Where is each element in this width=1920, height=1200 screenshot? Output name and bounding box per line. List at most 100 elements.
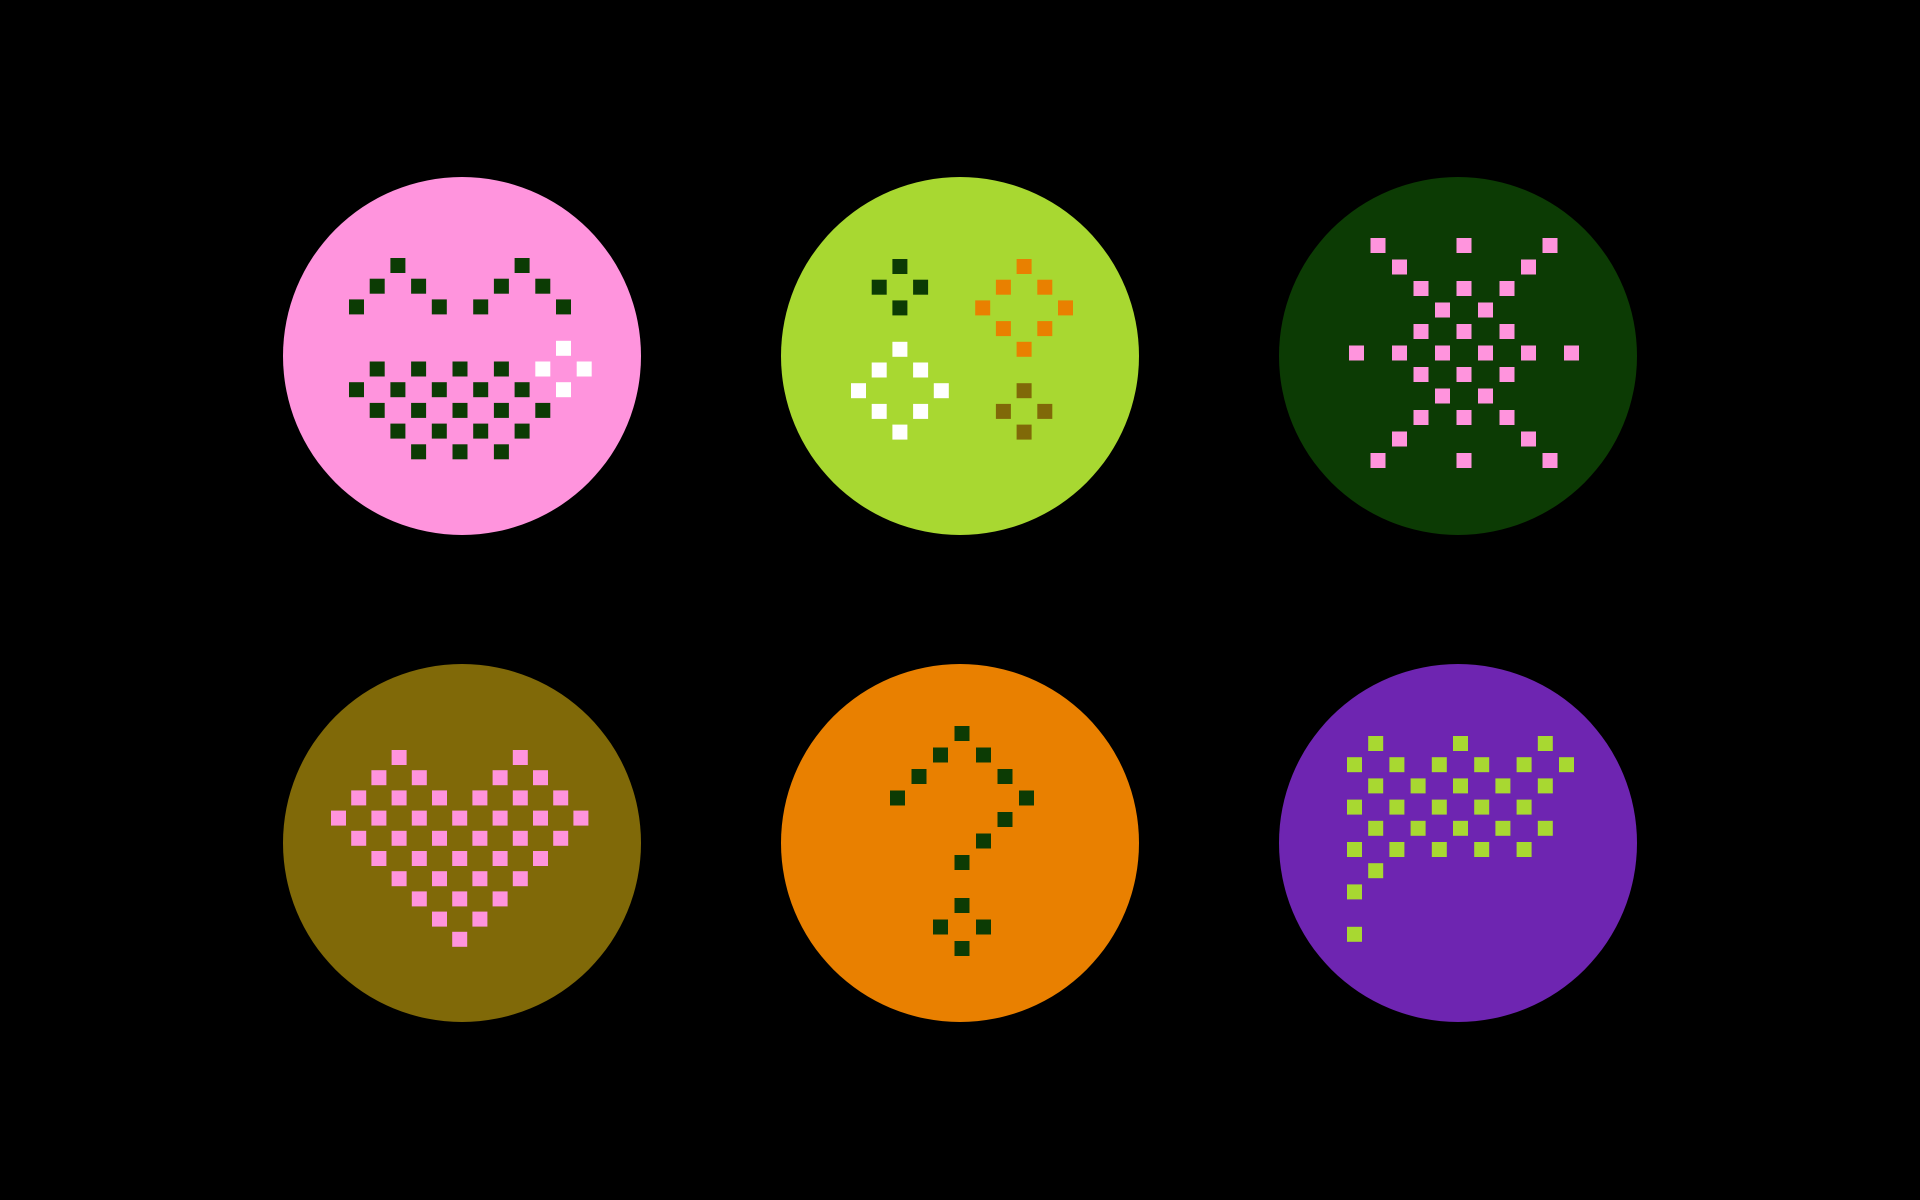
pixel-cell	[1478, 302, 1493, 318]
pixel-cell	[411, 444, 427, 460]
pixel-cell	[1537, 778, 1553, 794]
pixel-cell	[1413, 367, 1429, 382]
pixel-cell	[1058, 300, 1073, 316]
pixel-cell	[1495, 778, 1511, 794]
pixel-cell	[390, 382, 406, 398]
pixel-cell	[975, 300, 991, 316]
pixel-cell	[411, 891, 427, 907]
pixel-cell	[411, 402, 427, 418]
pixel-cell	[1456, 453, 1472, 468]
pixel-cell	[472, 911, 488, 927]
pixel-cell	[1368, 863, 1384, 879]
pixel-cell	[391, 790, 407, 806]
pixel-cell	[1347, 926, 1362, 942]
pixel-cell	[1413, 281, 1429, 296]
pixel-cell	[976, 919, 991, 935]
pixel-cell	[892, 424, 908, 440]
pixel-cell	[1453, 778, 1468, 794]
pixel-cell	[913, 279, 929, 295]
pixel-cell	[556, 382, 571, 398]
pixel-cell	[432, 871, 447, 887]
pixel-cell	[452, 402, 468, 418]
pixel-cell	[556, 340, 571, 356]
pixel-cell	[553, 790, 569, 806]
pixel-cell	[1521, 431, 1536, 447]
pixel-cell	[1499, 281, 1515, 296]
pixel-cell	[871, 403, 887, 419]
pixel-cell	[431, 299, 447, 315]
pixel-cell	[492, 810, 508, 826]
pixel-cell	[1474, 842, 1490, 857]
pixel-cell	[512, 750, 528, 765]
pixel-cell	[391, 830, 407, 846]
pixel-cell	[1542, 238, 1558, 253]
pixel-cell	[1370, 238, 1386, 253]
pixel-cell	[954, 726, 970, 741]
pixel-cell	[1559, 757, 1574, 773]
pixel-cell	[1392, 431, 1407, 447]
pixel-cell	[995, 403, 1011, 419]
pixel-cell	[1564, 345, 1579, 361]
pixel-cell	[493, 278, 509, 294]
pixel-cell	[892, 341, 908, 357]
pixel-cell	[452, 444, 468, 460]
pixel-cell	[1456, 238, 1472, 253]
pixel-cell	[1413, 324, 1429, 339]
pixel-cell	[512, 830, 528, 846]
pixel-cell	[576, 361, 592, 377]
pixel-cell	[1347, 799, 1362, 815]
pixel-cell	[371, 810, 387, 826]
pixel-cell	[976, 833, 991, 849]
pixel-cell	[1413, 410, 1429, 425]
pixel-cell	[1349, 345, 1364, 361]
pixel-cell	[1389, 842, 1405, 857]
pixel-cell	[1474, 799, 1490, 815]
pixel-cell	[535, 402, 551, 418]
flag-badge	[1279, 664, 1637, 1022]
pixel-cell	[432, 790, 447, 806]
pixel-cell	[472, 790, 488, 806]
pixel-cell	[473, 423, 489, 439]
pixel-heart-icon	[331, 750, 589, 947]
pixel-cell	[452, 810, 468, 826]
pixel-cell	[432, 911, 447, 927]
pixel-cell	[331, 810, 346, 826]
pixel-cell	[1016, 341, 1032, 357]
pixel-cell	[1542, 453, 1558, 468]
pixel-cell	[452, 361, 468, 377]
pixel-cell	[871, 362, 887, 378]
pixel-cell	[890, 790, 905, 806]
pixel-cell	[411, 810, 427, 826]
pixel-cell	[1435, 345, 1450, 361]
pixel-cell	[871, 279, 887, 295]
pixel-cell	[1431, 757, 1447, 773]
pixel-cell	[512, 871, 528, 887]
pixel-cell	[1435, 302, 1450, 318]
pixel-cell	[892, 300, 908, 316]
pixel-cell	[1016, 383, 1032, 399]
pixel-cell	[351, 790, 367, 806]
pixel-cell	[472, 871, 488, 887]
pixel-cell	[1392, 259, 1407, 275]
pixel-cell	[514, 423, 530, 439]
pixel-cell	[492, 851, 508, 866]
pixel-cell	[473, 299, 489, 315]
pixel-cell	[913, 362, 929, 378]
pixel-cell	[351, 830, 367, 846]
pixel-checkered-flag-icon	[1347, 736, 1574, 942]
pixel-cell	[1537, 736, 1553, 751]
smile-badge	[283, 177, 641, 535]
pixel-cell	[1516, 799, 1532, 815]
pixel-cell	[473, 382, 489, 398]
pixel-cell	[1435, 388, 1450, 404]
pixel-cell	[535, 278, 551, 294]
pixel-cell	[533, 770, 548, 786]
pixel-cell	[452, 931, 468, 947]
pixel-cell	[493, 444, 509, 460]
pixel-cell	[1037, 403, 1053, 419]
pixel-cell	[1410, 820, 1426, 836]
pixel-cell	[411, 770, 427, 786]
pixel-cell	[933, 383, 949, 399]
pixel-cell	[1037, 279, 1053, 295]
